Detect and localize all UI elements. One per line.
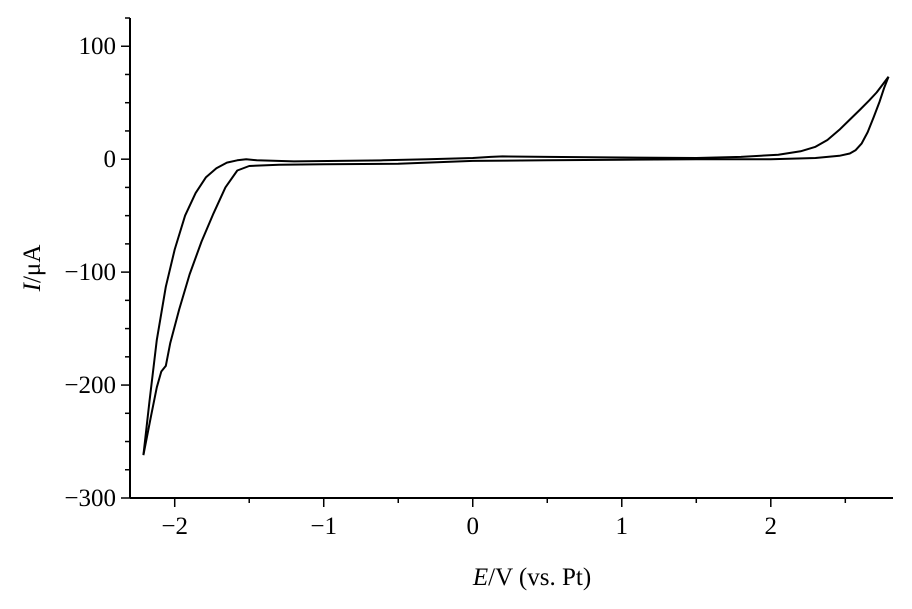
plot-frame: [129, 18, 893, 499]
y-tick-label: −100: [64, 259, 116, 286]
x-tick-label: 1: [616, 513, 629, 540]
axis-ticks: [121, 17, 847, 507]
x-tick-label: −2: [161, 513, 188, 540]
x-axis-unit: /V (vs. Pt): [488, 564, 591, 591]
x-tick-label: 2: [765, 513, 778, 540]
x-axis-variable: E: [472, 564, 488, 591]
y-tick-label: −200: [64, 372, 116, 399]
x-tick-label: 0: [467, 513, 480, 540]
cv-forward-sweep-line: [142, 76, 890, 456]
x-axis-title: E/V (vs. Pt): [472, 564, 591, 591]
y-tick-label: 0: [104, 146, 117, 173]
x-tick-label: −1: [310, 513, 337, 540]
cv-reverse-sweep-line: [142, 76, 890, 456]
y-tick-label: 100: [79, 33, 117, 60]
cv-curves: [142, 76, 890, 456]
y-axis-title: I/μA: [19, 245, 46, 293]
y-axis-variable: I: [19, 281, 46, 292]
y-tick-label: −300: [64, 485, 116, 512]
y-axis-unit: /μA: [19, 245, 46, 283]
axis-tick-labels: 100 0 −100 −200 −300 −2 −1 0 1 2: [64, 33, 777, 540]
